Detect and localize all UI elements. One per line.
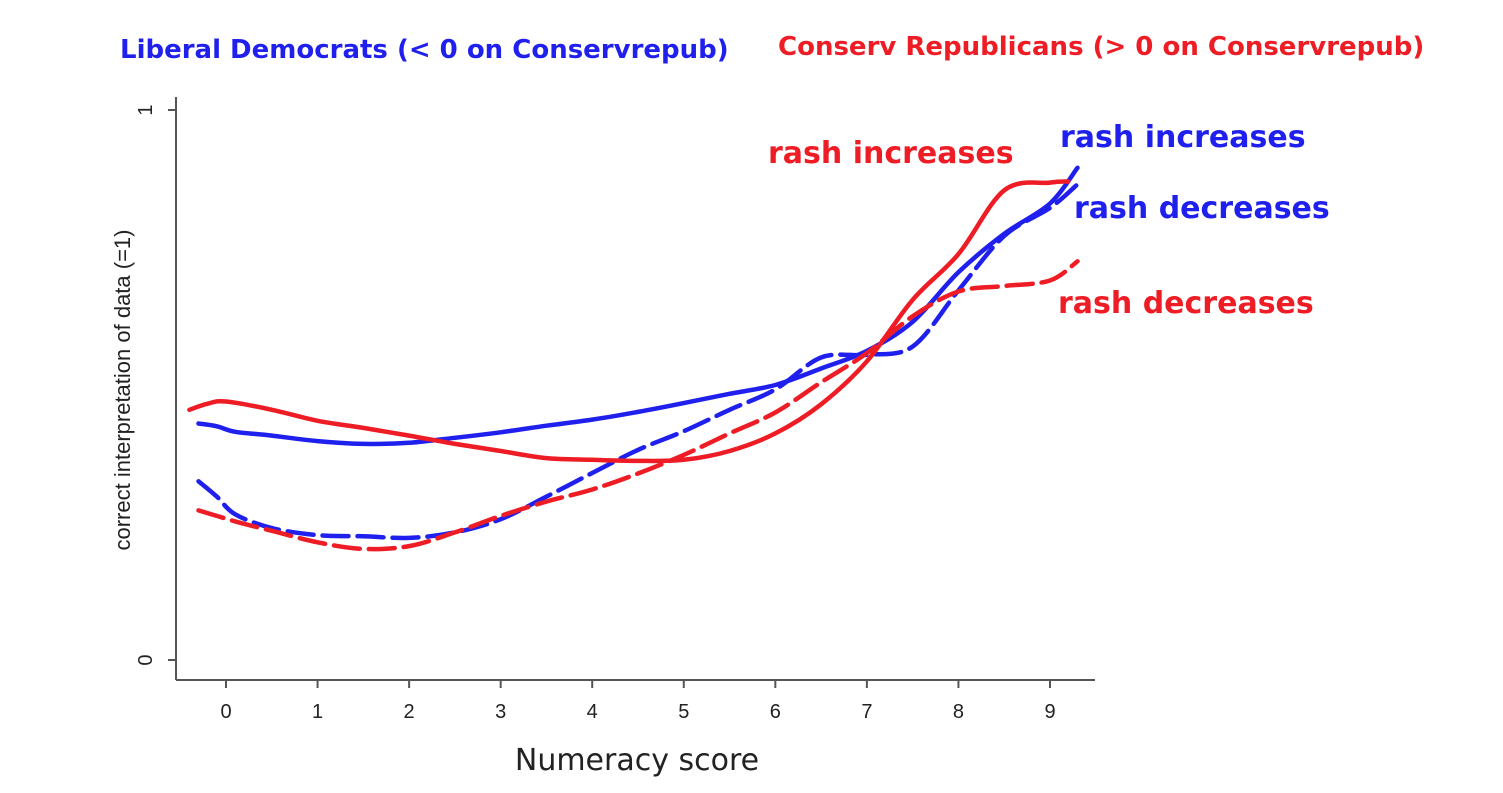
x-tick-label: 8 <box>953 701 964 723</box>
x-tick-label: 2 <box>404 701 415 723</box>
x-tick-label: 9 <box>1044 701 1055 723</box>
legend-entry-liberal-democrats: Liberal Democrats (< 0 on Conservrepub) <box>120 35 729 65</box>
x-tick-label: 3 <box>495 701 506 723</box>
annotation-blue-rash-decreases: rash decreases <box>1074 191 1330 226</box>
series-line-red-dashed <box>196 259 1080 552</box>
y-axis-title: correct interpretation of data (=1) <box>110 230 135 551</box>
legend-entry-conserv-republicans: Conserv Republicans (> 0 on Conservrepub… <box>778 32 1424 62</box>
x-tick-label: 4 <box>587 701 598 723</box>
series-line-blue-dashed <box>196 182 1080 541</box>
annotation-blue-rash-increases: rash increases <box>1060 120 1306 155</box>
x-tick-label: 1 <box>312 701 323 723</box>
y-tick-label: 1 <box>135 104 157 115</box>
axis-ticks: 0 1 2 3 4 5 6 7 8 9 0 1 <box>135 104 1056 723</box>
series-lines <box>187 165 1080 552</box>
y-tick-label: 0 <box>135 654 157 665</box>
annotation-red-rash-decreases: rash decreases <box>1058 286 1314 321</box>
annotation-red-rash-increases: rash increases <box>768 136 1014 171</box>
x-tick-label: 7 <box>861 701 872 723</box>
series-line-blue-solid <box>196 165 1080 447</box>
x-tick-label: 6 <box>770 701 781 723</box>
series-line-red-solid <box>187 179 1071 464</box>
x-tick-label: 0 <box>220 701 231 723</box>
x-axis-title: Numeracy score <box>515 743 759 778</box>
x-tick-label: 5 <box>678 701 689 723</box>
